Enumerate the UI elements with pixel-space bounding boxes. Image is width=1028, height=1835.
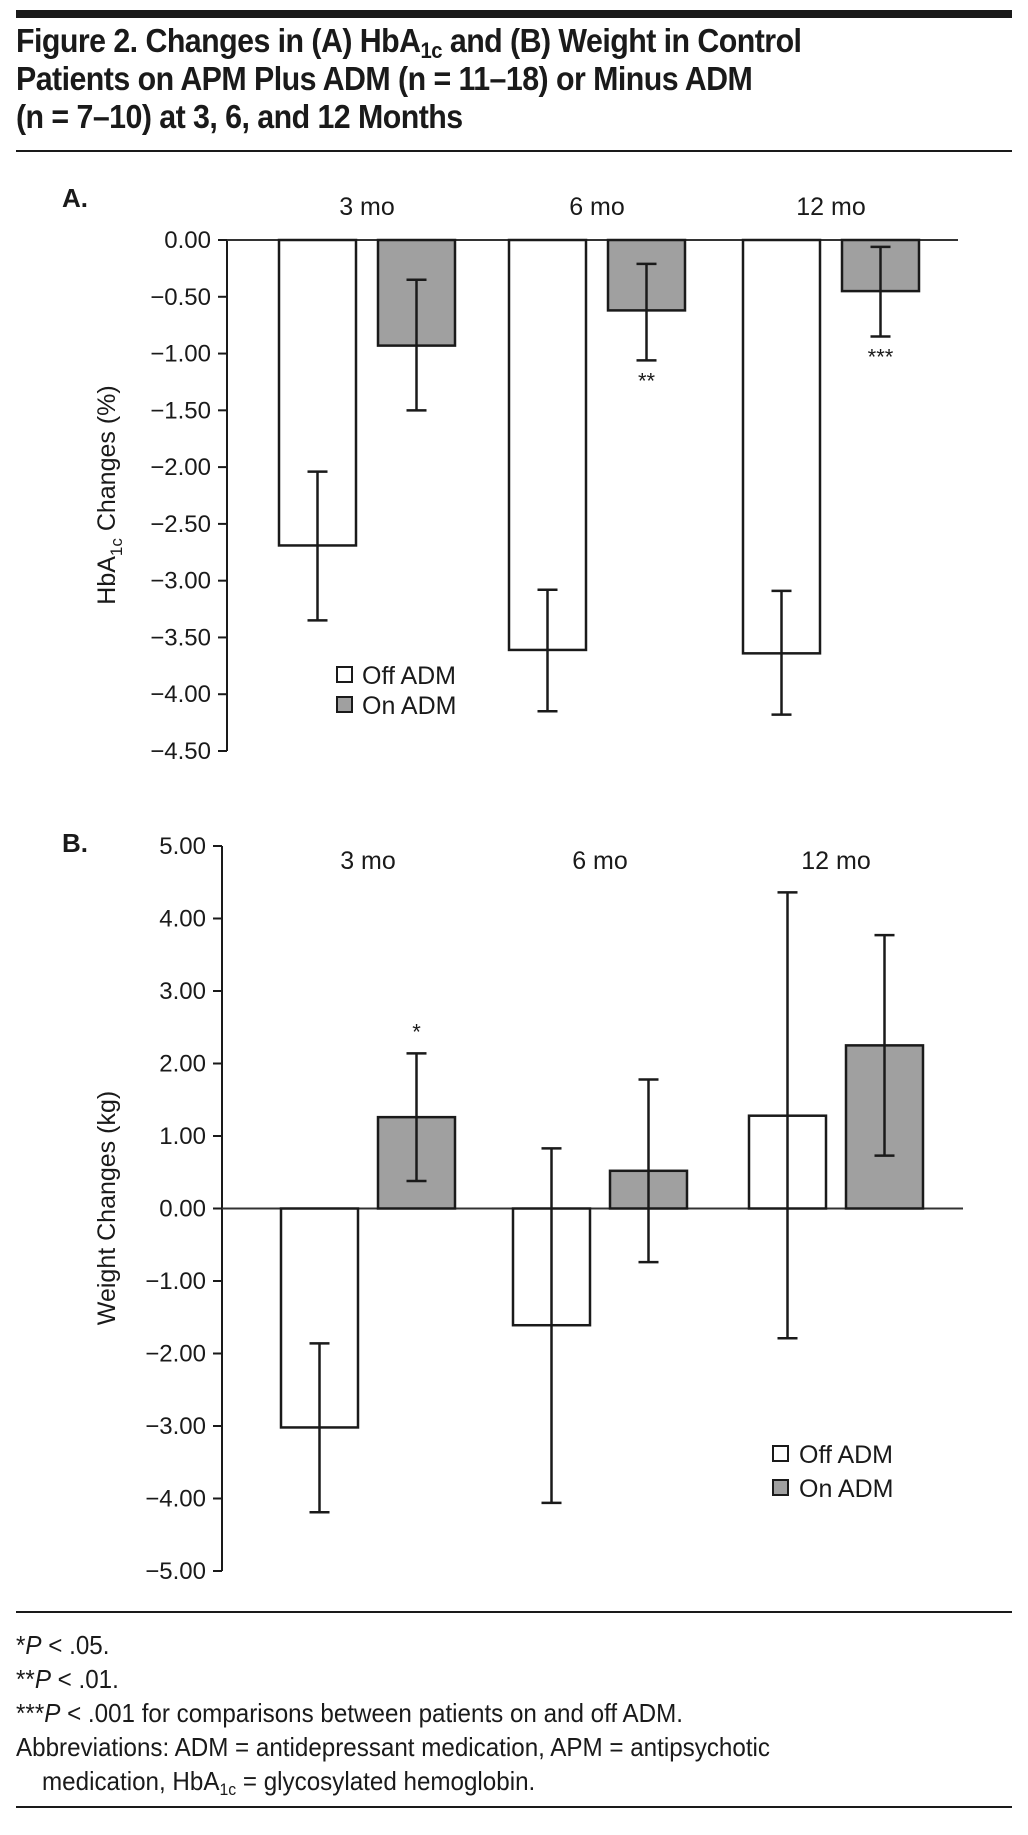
panel-a-y-axis: 0.00 −0.50 −1.00 −1.50 −2.00 −2.50 −3.00 −3.50 −… (150, 227, 958, 765)
y-tick-label: 0.00 (164, 227, 211, 254)
panel-a-y-axis-title: HbA1c Changes (%) (93, 385, 126, 604)
note-abbreviations-cont: medication, HbA1c = glycosylated hemoglo… (42, 1766, 536, 1799)
y-tick-label: 4.00 (159, 906, 206, 933)
category-label: 3 mo (339, 193, 395, 221)
title-rule (16, 150, 1012, 152)
title-text: Figure 2. Changes in (A) HbA (16, 22, 421, 59)
significance-marker: *** (868, 345, 894, 370)
note-p001: ***P < .001 for comparisons between pati… (16, 1698, 683, 1728)
notes-top-rule (16, 1611, 1012, 1613)
category-label: 12 mo (796, 193, 865, 221)
legend-on-label: On ADM (362, 692, 456, 720)
y-tick-label: 3.00 (159, 978, 206, 1005)
y-tick-label: −2.50 (150, 511, 211, 538)
figure-notes: *P < .05. **P < .01. ***P < .001 for com… (16, 1628, 1012, 1798)
note-p05: *P < .05. (16, 1630, 110, 1660)
bottom-rule (16, 1806, 1012, 1808)
y-tick-label: −5.00 (145, 1558, 206, 1585)
panel-a-bars: ***** (277, 238, 921, 716)
note-abbreviations: Abbreviations: ADM = antidepressant medi… (16, 1732, 771, 1762)
category-label: 12 mo (801, 847, 870, 875)
y-tick-label: 5.00 (159, 833, 206, 860)
panel-b-category-labels: 3 mo 6 mo 12 mo (340, 847, 871, 875)
top-rule (16, 10, 1012, 18)
note-p01: **P < .01. (16, 1664, 119, 1694)
y-tick-label: −1.00 (145, 1268, 206, 1295)
y-tick-label: −4.00 (150, 681, 211, 708)
legend-off-swatch (336, 666, 353, 683)
y-tick-label: −1.50 (150, 397, 211, 424)
figure-title: Figure 2. Changes in (A) HbA1c and (B) W… (16, 22, 927, 136)
panel-b-legend: Off ADM On ADM (772, 1441, 893, 1503)
y-tick-label: −1.00 (150, 341, 211, 368)
legend-off-swatch (772, 1445, 789, 1462)
y-tick-label: −0.50 (150, 284, 211, 311)
figure-title-line-1: Figure 2. Changes in (A) HbA1c and (B) W… (16, 22, 927, 63)
chart-panel-a: A. 0.00 −0.50 −1.00 −1.50 −2.00 −2.50 −3.00 −3.… (62, 183, 958, 765)
legend-off-label: Off ADM (362, 662, 456, 690)
title-subscript: 1c (420, 38, 443, 63)
figure-title-line-2: Patients on APM Plus ADM (n = 11–18) or … (16, 60, 753, 97)
panel-a-category-labels: 3 mo 6 mo 12 mo (339, 193, 866, 221)
significance-marker: * (412, 1019, 421, 1044)
legend-on-swatch (772, 1479, 789, 1496)
y-tick-label: −4.00 (145, 1486, 206, 1513)
y-tick-label: −3.00 (150, 568, 211, 595)
title-text-cont: and (B) Weight in Control (441, 22, 802, 59)
y-tick-label: −3.50 (150, 624, 211, 651)
bar-off-adm-12-mo (741, 238, 822, 655)
panel-b-label: B. (62, 828, 88, 858)
legend-off-label: Off ADM (799, 1441, 893, 1469)
y-tick-label: −3.00 (145, 1413, 206, 1440)
bar-off-adm-6-mo (507, 238, 588, 652)
category-label: 6 mo (572, 847, 628, 875)
y-tick-label: 2.00 (159, 1051, 206, 1078)
y-tick-label: 0.00 (159, 1196, 206, 1223)
panel-a-legend: Off ADM On ADM (336, 662, 456, 720)
significance-marker: ** (638, 368, 656, 393)
y-tick-label: −2.00 (145, 1341, 206, 1368)
legend-on-swatch (336, 696, 353, 713)
y-tick-label: 1.00 (159, 1123, 206, 1150)
y-tick-label: −4.50 (150, 738, 211, 765)
figure-title-line-3: (n = 7–10) at 3, 6, and 12 Months (16, 98, 463, 135)
chart-panel-b: B. 5.00 4.00 3.00 2.00 1.00 0.00 −1.00 −2.00 −3.… (62, 828, 963, 1585)
bar-off-adm-3-mo (279, 1207, 360, 1429)
panel-b-bars: * (279, 891, 925, 1514)
category-label: 3 mo (340, 847, 396, 875)
panel-a-label: A. (62, 183, 88, 213)
y-tick-label: −2.00 (150, 454, 211, 481)
panel-b-y-axis: 5.00 4.00 3.00 2.00 1.00 0.00 −1.00 −2.00 −3.00 −… (145, 833, 963, 1585)
legend-on-label: On ADM (799, 1475, 893, 1503)
category-label: 6 mo (569, 193, 625, 221)
panel-b-y-axis-title: Weight Changes (kg) (93, 1091, 121, 1325)
